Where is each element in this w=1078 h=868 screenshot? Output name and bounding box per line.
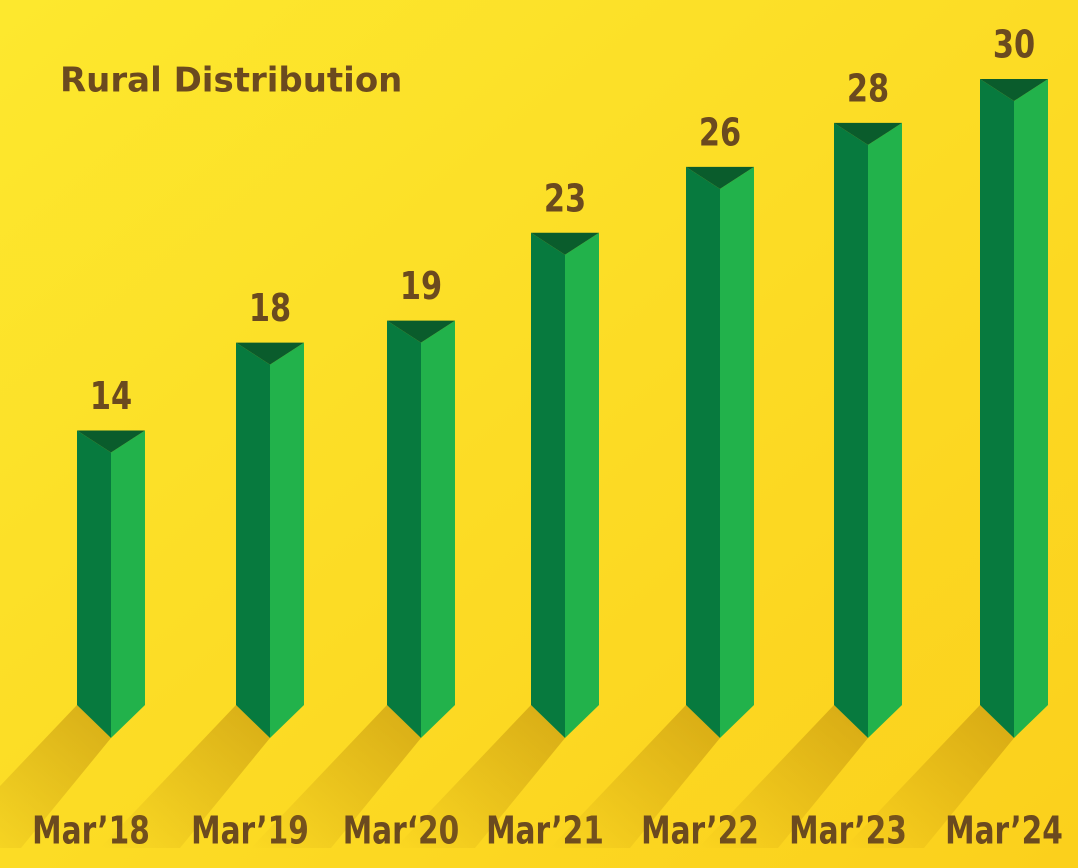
x-tick-label: Mar’24 [945, 809, 1063, 854]
bar [550, 166, 754, 848]
bar-shadow [550, 705, 720, 848]
bar-left-face [686, 166, 720, 738]
bar-top [236, 342, 304, 365]
bar-shadow [0, 705, 111, 848]
bar-top [834, 122, 902, 145]
value-label: 19 [400, 265, 442, 309]
bar-top [980, 79, 1048, 101]
value-label: 23 [544, 177, 586, 221]
bar-right-face [270, 342, 304, 738]
bar [100, 342, 304, 848]
bar-right-face [868, 122, 902, 738]
bar-left-face [236, 342, 270, 738]
bar-right-face [111, 430, 145, 738]
bar-shadow [698, 705, 868, 848]
bar-top [387, 320, 455, 343]
bar-top [686, 166, 754, 189]
bar [251, 320, 455, 848]
bar-right-face [421, 320, 455, 738]
bar-left-face [834, 122, 868, 738]
bar-left-face [387, 320, 421, 738]
bar-left-face [77, 430, 111, 738]
bar-shadow [844, 705, 1014, 848]
value-label: 14 [90, 375, 132, 419]
bar-shadow [395, 705, 565, 848]
bar-shadow [251, 705, 421, 848]
bar-top [77, 430, 145, 453]
value-label: 28 [847, 67, 889, 111]
bar-shadow [100, 705, 270, 848]
bar [844, 79, 1048, 848]
value-label: 18 [249, 287, 291, 331]
bar [698, 122, 902, 848]
value-label: 26 [699, 111, 741, 155]
bar-right-face [565, 232, 599, 738]
bar [395, 232, 599, 848]
bar-right-face [1014, 79, 1048, 738]
value-label: 30 [993, 23, 1035, 67]
chart-title: Rural Distribution [60, 61, 402, 101]
bar-left-face [531, 232, 565, 738]
bar-left-face [980, 79, 1014, 738]
bar [0, 430, 145, 848]
bar-right-face [720, 166, 754, 738]
bar-top [531, 232, 599, 255]
